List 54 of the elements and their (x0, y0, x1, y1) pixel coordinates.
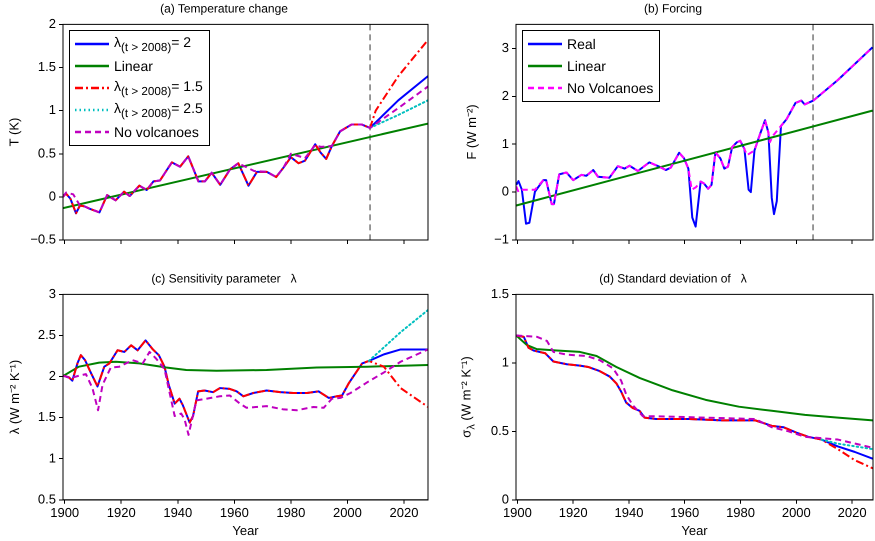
x-axis-title: Year (681, 522, 708, 538)
y-tick-label: 3 (48, 286, 56, 301)
legend-label: Linear (567, 58, 606, 74)
chart-title: (c) Sensitivity parameter λ (151, 272, 297, 286)
x-tick-label: 1980 (276, 505, 306, 520)
y-tick-label: 2 (502, 88, 509, 103)
legend-label: No Volcanoes (567, 80, 654, 96)
y-tick-label: 1.5 (38, 59, 56, 74)
y-tick-label: 1 (48, 450, 56, 466)
x-tick-label: 1920 (558, 505, 588, 520)
y-tick-label: 0 (48, 188, 56, 204)
x-tick-label: 2000 (782, 505, 811, 520)
chart-title: (d) Standard deviation of λ (599, 272, 747, 286)
x-tick-label: 2020 (390, 505, 418, 520)
y-tick-label: 0.5 (490, 422, 509, 438)
y-tick-label: 1.5 (490, 286, 509, 301)
y-tick-label: −0.5 (30, 232, 56, 247)
x-tick-label: 1980 (726, 505, 755, 520)
line-series (63, 348, 428, 436)
x-tick-label: 1940 (163, 505, 192, 520)
y-tick-label: 1 (502, 354, 509, 370)
y-axis-title: F (W m⁻²) (463, 104, 480, 160)
x-tick-label: 1960 (220, 505, 249, 520)
legend-label: No volcanoes (114, 124, 199, 140)
y-tick-label: 3 (502, 40, 509, 55)
y-axis-title: λ (W m⁻² K⁻¹) (6, 360, 23, 434)
y-tick-label: 1.5 (38, 409, 56, 424)
y-axis-title: T (K) (6, 118, 22, 147)
y-tick-label: 0 (502, 491, 509, 506)
x-tick-label: 1920 (106, 505, 136, 520)
legend-label: λ$_{(t > 2008)}$= 1.5 (114, 78, 203, 98)
line-series (63, 38, 428, 214)
x-tick-label: 2020 (838, 505, 867, 520)
x-tick-label: 1900 (502, 505, 532, 520)
x-tick-label: 2000 (332, 505, 362, 520)
x-tick-label: 1960 (670, 505, 700, 520)
y-tick-label: 2 (48, 16, 56, 31)
y-tick-label: 2 (48, 368, 56, 384)
chart-title: (a) Temperature change (160, 2, 288, 16)
x-tick-label: 1940 (614, 505, 644, 520)
y-tick-label: 2.5 (38, 327, 56, 342)
y-tick-label: 1 (48, 102, 56, 118)
legend-label: λ$_{(t > 2008)}$= 2 (114, 34, 192, 54)
legend-label: λ$_{(t > 2008)}$= 2.5 (114, 100, 203, 120)
y-tick-label: −1 (494, 232, 509, 247)
y-tick-label: 0 (502, 184, 509, 199)
x-axis-title: Year (232, 522, 260, 538)
y-tick-label: 1 (502, 136, 509, 151)
x-tick-label: 1900 (50, 505, 80, 520)
legend-label: Linear (114, 58, 153, 74)
legend-label: Real (567, 36, 596, 52)
chart-title: (b) Forcing (644, 2, 702, 16)
y-tick-label: 0.5 (38, 491, 56, 506)
y-tick-label: 0.5 (38, 145, 56, 160)
